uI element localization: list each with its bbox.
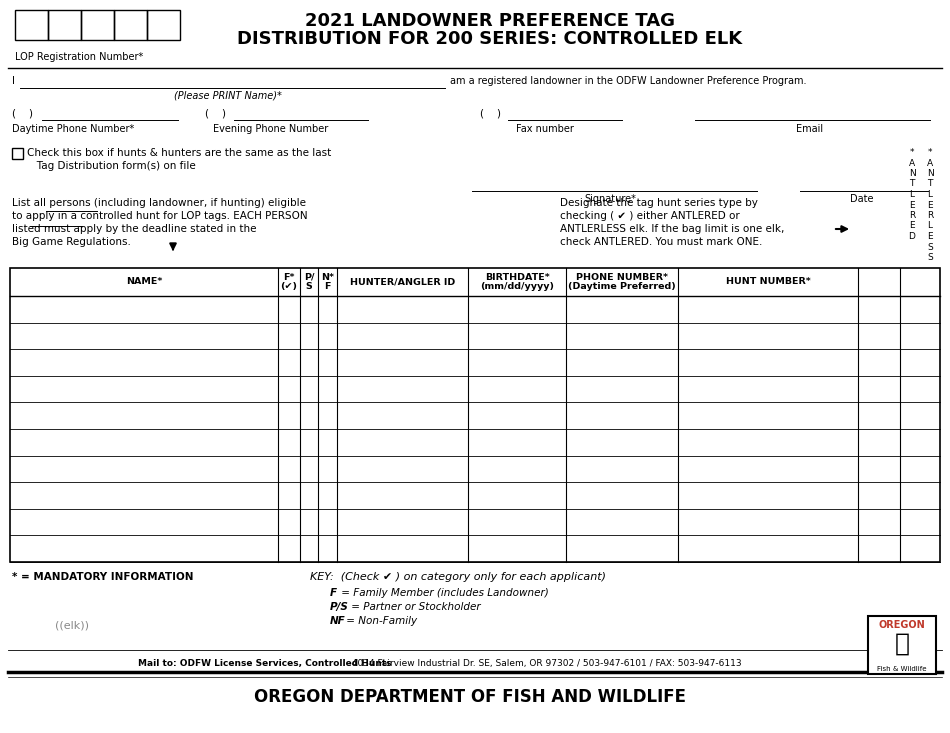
Text: ANTLERLESS elk. If the bag limit is one elk,: ANTLERLESS elk. If the bag limit is one … [560,224,785,234]
Text: Designate the tag hunt series type by: Designate the tag hunt series type by [560,198,758,208]
Text: HUNT NUMBER*: HUNT NUMBER* [726,278,810,287]
Text: Check this box if hunts & hunters are the same as the last: Check this box if hunts & hunters are th… [27,148,332,158]
Bar [15,10,48,40]
Text: (    ): ( ) [205,108,226,118]
Text: BIRTHDATE*: BIRTHDATE* [484,273,549,282]
Text: P/S: P/S [330,602,349,612]
Text: 4034 Fairview Industrial Dr. SE, Salem, OR 97302 / 503-947-6101 / FAX: 503-947-6: 4034 Fairview Industrial Dr. SE, Salem, … [350,659,742,668]
Text: NF: NF [330,616,346,626]
Text: * = MANDATORY INFORMATION: * = MANDATORY INFORMATION [12,572,194,582]
Bar [12,148,23,159]
Text: E: E [909,221,915,230]
Text: ((elk)): ((elk)) [55,621,89,630]
Text: R: R [927,211,933,220]
Bar [147,10,180,40]
Text: PHONE NUMBER*: PHONE NUMBER* [576,273,668,282]
Text: check ANTLERED. You must mark ONE.: check ANTLERED. You must mark ONE. [560,237,762,247]
Text: checking ( ✔ ) either ANTLERED or: checking ( ✔ ) either ANTLERED or [560,211,740,221]
Text: Mail to: ODFW License Services, Controlled Hunts: Mail to: ODFW License Services, Controll… [138,659,391,668]
Text: E: E [927,232,933,241]
Text: I: I [12,76,15,86]
Text: OREGON: OREGON [879,620,925,630]
Text: Signature*: Signature* [584,194,636,204]
Text: *: * [910,148,914,157]
Text: E: E [909,201,915,210]
Text: Fax number: Fax number [516,124,574,134]
Text: N: N [908,169,916,178]
Text: Daytime Phone Number*: Daytime Phone Number* [12,124,134,134]
Text: L: L [927,221,933,230]
Text: (mm/dd/yyyy): (mm/dd/yyyy) [480,282,554,291]
Text: E: E [927,201,933,210]
Text: S: S [927,253,933,262]
Bar [868,616,936,674]
Text: List all persons (including landowner, if hunting) eligible: List all persons (including landowner, i… [12,198,306,208]
Text: NAME*: NAME* [125,278,162,287]
Text: (    ): ( ) [480,108,501,118]
Text: *: * [928,148,932,157]
Text: LOP Registration Number*: LOP Registration Number* [15,52,143,62]
Text: Tag Distribution form(s) on file: Tag Distribution form(s) on file [27,161,196,171]
Text: F*: F* [283,273,294,282]
Text: Email: Email [796,124,824,134]
Text: Fish & Wildlife: Fish & Wildlife [877,666,927,672]
Text: F: F [330,588,337,598]
Text: F: F [324,282,331,291]
Text: R: R [909,211,915,220]
Text: DISTRIBUTION FOR 200 SERIES: CONTROLLED ELK: DISTRIBUTION FOR 200 SERIES: CONTROLLED … [238,30,743,48]
Text: Evening Phone Number: Evening Phone Number [213,124,329,134]
Text: HUNTER/ANGLER ID: HUNTER/ANGLER ID [350,278,455,287]
Text: D: D [908,232,916,241]
Text: A: A [909,158,915,168]
Text: to apply in a controlled hunt for LOP tags. EACH PERSON: to apply in a controlled hunt for LOP ta… [12,211,308,221]
Text: OREGON DEPARTMENT OF FISH AND WILDLIFE: OREGON DEPARTMENT OF FISH AND WILDLIFE [254,688,686,706]
Bar [48,10,81,40]
Text: (Please PRINT Name)*: (Please PRINT Name)* [174,91,282,101]
Text: = Non-Family: = Non-Family [343,616,417,626]
Text: listed must apply by the deadline stated in the: listed must apply by the deadline stated… [12,224,256,234]
Text: P/: P/ [304,273,314,282]
Text: (    ): ( ) [12,108,33,118]
Text: 🦌: 🦌 [895,632,909,656]
Text: (Daytime Preferred): (Daytime Preferred) [568,282,675,291]
Text: T: T [927,180,933,188]
Text: S: S [306,282,313,291]
Text: KEY:  (Check ✔ ) on category only for each applicant): KEY: (Check ✔ ) on category only for eac… [310,572,606,582]
Text: L: L [927,190,933,199]
Text: 2021 LANDOWNER PREFERENCE TAG: 2021 LANDOWNER PREFERENCE TAG [305,12,675,30]
Bar [114,10,147,40]
Text: Big Game Regulations.: Big Game Regulations. [12,237,131,247]
Text: A: A [927,158,933,168]
Text: = Partner or Stockholder: = Partner or Stockholder [349,602,481,612]
Text: am a registered landowner in the ODFW Landowner Preference Program.: am a registered landowner in the ODFW La… [450,76,807,86]
Text: S: S [927,243,933,251]
Text: (✔): (✔) [280,282,297,291]
Text: T: T [909,180,915,188]
Text: N: N [926,169,933,178]
Text: L: L [909,190,915,199]
Text: Date: Date [850,194,874,204]
Bar [81,10,114,40]
Text: = Family Member (includes Landowner): = Family Member (includes Landowner) [337,588,548,598]
Bar [10,268,940,562]
Text: N*: N* [321,273,334,282]
